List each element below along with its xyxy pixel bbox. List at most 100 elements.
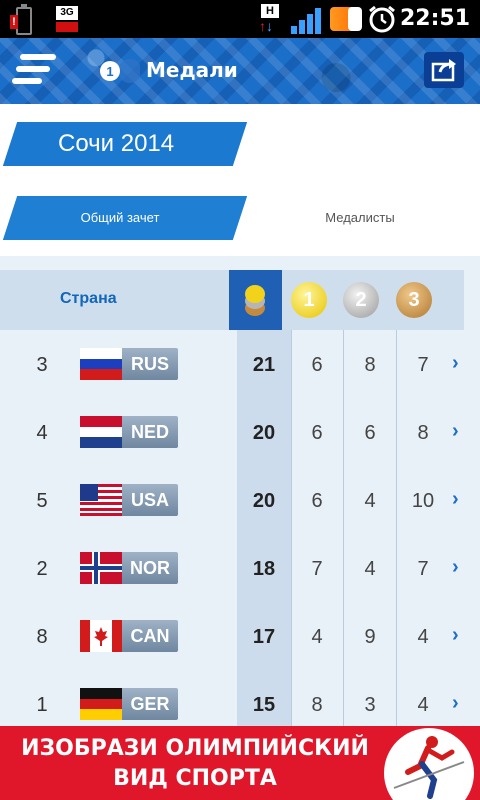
column-divider [291,330,292,726]
gold-cell: 7 [311,558,323,580]
rank-cell: 1 [36,694,48,716]
flag-norway-icon [80,552,122,584]
silver-cell: 8 [364,354,376,376]
ad-line-1: ИЗОБРАЗИ ОЛИМПИЙСКИЙ [21,736,369,761]
gold-medal-icon[interactable]: 1 [291,282,327,318]
gold-cell: 4 [311,626,323,648]
total-cell: 18 [252,558,276,580]
bronze-cell: 4 [417,626,429,648]
country-code: NED [130,422,169,442]
country-badge: CAN [80,620,178,652]
chevron-right-icon[interactable]: › [452,692,459,714]
page-title: Медали [146,58,238,82]
tab-overall-label: Общий зачет [80,210,160,225]
total-cell: 21 [252,354,276,376]
silver-cell: 3 [364,694,376,716]
chevron-right-icon[interactable]: › [452,624,459,646]
rank-cell: 2 [36,558,48,580]
gold-cell: 6 [311,490,323,512]
country-badge: NED [80,416,178,448]
total-medals-icon [245,285,265,316]
toggle-icon [330,7,362,31]
app-bar: 1 Медали [0,38,480,104]
rank-cell: 4 [36,422,48,444]
column-divider [343,330,344,726]
flag-germany-icon [80,688,122,720]
table-row[interactable]: 8 CAN 17 4 9 4 › [0,604,480,672]
bronze-cell: 7 [417,354,429,376]
alarm-clock-icon [369,5,395,33]
tab-medalists-label: Медалисты [325,210,395,225]
rank-cell: 5 [36,490,48,512]
table-row[interactable]: 5 USA 20 6 4 10 › [0,468,480,536]
menu-button[interactable] [12,52,56,90]
total-header[interactable] [229,270,282,330]
share-button[interactable] [424,52,464,88]
country-badge: NOR [80,552,178,584]
tab-overall[interactable]: Общий зачет [0,196,248,240]
total-cell: 20 [252,490,276,512]
games-selector[interactable]: Сочи 2014 [0,122,248,166]
ad-image [384,728,474,800]
tab-medalists[interactable]: Медалисты [240,196,480,240]
country-code: USA [130,490,169,510]
table-row[interactable]: 2 NOR 18 7 4 7 › [0,536,480,604]
data-activity-icon: ↑↓ [259,18,273,34]
medals-icon: 1 [100,59,140,83]
silver-cell: 6 [364,422,376,444]
bronze-medal-icon[interactable]: 3 [396,282,432,318]
total-cell: 15 [252,694,276,716]
total-cell: 20 [252,422,276,444]
bronze-cell: 10 [411,490,435,512]
silver-medal-icon[interactable]: 2 [343,282,379,318]
country-badge: USA [80,484,178,516]
table-row[interactable]: 4 NED 20 6 6 8 › [0,400,480,468]
ad-line-2: ВИД СПОРТА [113,766,277,791]
flag-canada-icon [80,620,122,652]
country-code: CAN [130,626,170,646]
flag-russia-icon [80,348,122,380]
hspa-icon: H [261,4,279,18]
battery-icon: ! [10,4,32,35]
country-code: NOR [130,558,170,578]
total-column-bg [237,330,291,726]
table-header: Страна 1 2 3 [0,270,464,330]
status-bar: ! 3G H ↑↓ 22:51 [0,0,480,38]
sim-icon [56,22,78,32]
bronze-cell: 7 [417,558,429,580]
bronze-cell: 4 [417,694,429,716]
gold-cell: 6 [311,422,323,444]
country-code: RUS [130,354,169,374]
silver-cell: 4 [364,558,376,580]
rank-cell: 8 [36,626,48,648]
status-clock: 22:51 [399,6,470,31]
gold-cell: 8 [311,694,323,716]
chevron-right-icon[interactable]: › [452,420,459,442]
signal-icon [291,8,321,34]
flag-usa-icon [80,484,122,516]
country-badge: GER [80,688,178,720]
chevron-right-icon[interactable]: › [452,352,459,374]
silver-cell: 4 [364,490,376,512]
country-badge: RUS [80,348,178,380]
flag-netherlands-icon [80,416,122,448]
athlete-icon [393,736,465,799]
country-code: GER [130,694,170,714]
column-divider [396,330,397,726]
table-row[interactable]: 1 GER 15 8 3 4 › [0,672,480,726]
silver-cell: 9 [364,626,376,648]
chevron-right-icon[interactable]: › [452,556,459,578]
ad-banner[interactable]: ИЗОБРАЗИ ОЛИМПИЙСКИЙ ВИД СПОРТА [0,726,480,800]
network-type-icon: 3G [56,6,78,20]
svg-text:1: 1 [106,64,113,79]
gold-cell: 6 [311,354,323,376]
medal-table[interactable]: Страна 1 2 3 3 RUS 21 6 8 7 › 4 [0,256,480,726]
games-label: Сочи 2014 [58,130,175,157]
bronze-cell: 8 [417,422,429,444]
rank-cell: 3 [36,354,48,376]
table-row[interactable]: 3 RUS 21 6 8 7 › [0,332,480,400]
country-header: Страна [60,290,117,307]
share-icon [431,59,456,82]
chevron-right-icon[interactable]: › [452,488,459,510]
total-cell: 17 [252,626,276,648]
